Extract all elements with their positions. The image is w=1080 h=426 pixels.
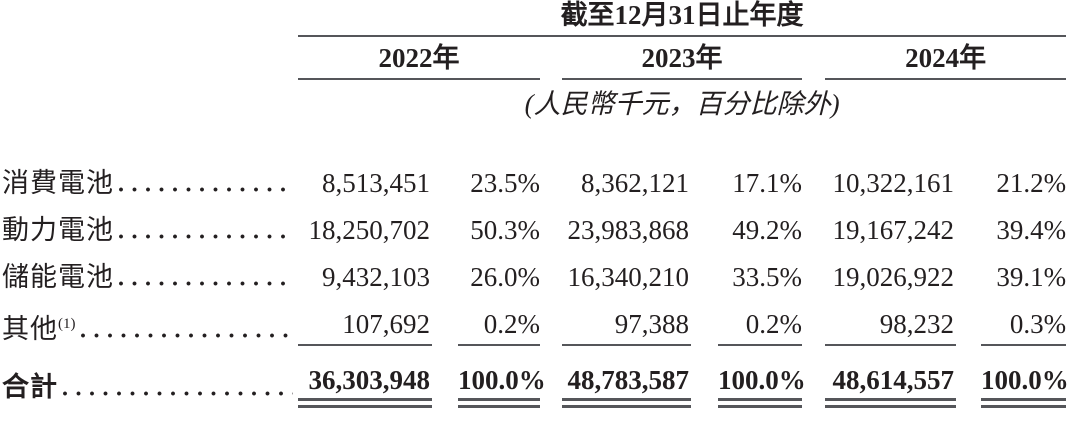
row-label-cell: 其他(1) <box>2 293 298 345</box>
cell-2023-amount: 23,983,868 <box>567 215 690 245</box>
spacer-cell <box>432 246 458 293</box>
spacer-cell <box>691 246 718 293</box>
cell-2022-amount: 18,250,702 <box>308 215 431 245</box>
cell-2023-amount: 97,388 <box>562 293 691 346</box>
cell-2024-percent: 100.0% <box>981 345 1069 408</box>
spacer-cell <box>956 345 981 403</box>
spacer-cell <box>956 246 981 293</box>
spacer-cell <box>540 120 562 199</box>
dot-leader <box>80 333 293 338</box>
row-label-cell: 消費電池 <box>2 120 298 199</box>
row-label-cell: 動力電池 <box>2 199 298 246</box>
cell-2022-amount: 8,513,451 <box>322 168 430 198</box>
cell-2022-percent: 23.5% <box>470 168 540 198</box>
cell-2022-percent: 26.0% <box>470 262 540 292</box>
spacer-cell <box>540 199 562 246</box>
spacer-cell <box>802 36 825 79</box>
spacer-cell <box>432 345 458 403</box>
cell-2024-amount: 19,167,242 <box>832 215 955 245</box>
spacer-cell <box>691 120 718 199</box>
spacer-cell <box>2 79 298 120</box>
year-header-row: 2022年 2023年 2024年 <box>2 36 1067 80</box>
period-header: 截至12月31日止年度 <box>298 0 1067 37</box>
spacer-cell <box>956 120 981 199</box>
cell-2022-amount: 107,692 <box>298 293 432 346</box>
spacer-cell <box>432 293 458 345</box>
year-header-2023: 2023年 <box>562 36 802 80</box>
spacer-cell <box>691 293 718 345</box>
cell-2024-percent: 21.2% <box>996 168 1067 198</box>
cell-2024-percent: 39.4% <box>996 215 1067 245</box>
table-row-power-batteries: 動力電池 18,250,702 50.3% 23,983,868 49.2% 1… <box>2 199 1066 246</box>
dot-leader <box>119 234 293 239</box>
cell-2023-percent: 100.0% <box>718 345 806 408</box>
table-row-total: 合計 36,303,948 100.0% 48,783,587 100.0% 4… <box>2 345 1069 408</box>
table-row-consumer-batteries: 消費電池 8,513,451 23.5% 8,362,121 17.1% 10,… <box>2 120 1066 199</box>
cell-2023-amount: 48,783,587 <box>562 345 691 408</box>
table-row-others: 其他(1) 107,692 0.2% 97,388 0.2% 98,232 0.… <box>2 293 1067 346</box>
cell-2024-percent: 0.3% <box>981 293 1067 346</box>
year-header-2022: 2022年 <box>298 36 540 80</box>
spacer-cell <box>691 199 718 246</box>
spacer-cell <box>432 199 458 246</box>
row-label: 儲能電池 <box>2 262 114 292</box>
spacer-cell <box>691 345 718 403</box>
cell-2022-percent: 100.0% <box>458 345 546 408</box>
cell-2022-amount: 9,432,103 <box>322 262 430 292</box>
spacer-cell <box>432 120 458 199</box>
spacer-cell <box>2 0 298 36</box>
cell-2023-amount: 8,362,121 <box>581 168 689 198</box>
spacer-cell <box>540 246 562 293</box>
spacer-cell <box>956 199 981 246</box>
dot-leader <box>63 391 293 396</box>
spacer-cell <box>802 199 825 246</box>
row-label-cell: 合計 <box>2 345 298 403</box>
cell-2024-percent: 39.1% <box>996 262 1067 292</box>
spacer-cell <box>802 120 825 199</box>
cell-2024-amount: 48,614,557 <box>825 345 956 408</box>
spacer-cell <box>802 293 825 345</box>
cell-2023-percent: 17.1% <box>732 168 802 198</box>
dot-leader <box>119 187 293 192</box>
row-label: 其他(1) <box>2 314 76 344</box>
cell-2024-amount: 98,232 <box>825 293 956 346</box>
cell-2024-amount: 10,322,161 <box>832 168 955 198</box>
table-row-energy-storage-batteries: 儲能電池 9,432,103 26.0% 16,340,210 33.5% 19… <box>2 246 1066 293</box>
unit-note: (人民幣千元，百分比除外) <box>524 89 840 119</box>
cell-2023-percent: 49.2% <box>732 215 802 245</box>
cell-2023-amount: 16,340,210 <box>567 262 690 292</box>
spacer-cell <box>540 293 562 345</box>
row-label: 消費電池 <box>2 168 114 198</box>
cell-2022-percent: 0.2% <box>458 293 540 346</box>
cell-2022-amount: 36,303,948 <box>298 345 432 408</box>
row-label-cell: 儲能電池 <box>2 246 298 293</box>
dot-leader <box>119 281 293 286</box>
cell-2022-percent: 50.3% <box>470 215 540 245</box>
spacer-cell <box>956 293 981 345</box>
cell-2024-amount: 19,026,922 <box>832 262 955 292</box>
row-label: 動力電池 <box>2 215 114 245</box>
cell-2023-percent: 0.2% <box>718 293 802 346</box>
spacer-cell <box>2 36 298 79</box>
year-header-2024: 2024年 <box>825 36 1067 80</box>
revenue-breakdown-table: 截至12月31日止年度 2022年 2023年 2024年 (人民幣千元，百分比… <box>2 0 1069 408</box>
cell-2023-percent: 33.5% <box>732 262 802 292</box>
spacer-cell <box>540 36 562 79</box>
row-label: 合計 <box>2 372 58 402</box>
footnote-marker: (1) <box>58 316 76 332</box>
spacer-cell <box>802 246 825 293</box>
period-header-row: 截至12月31日止年度 <box>2 0 1067 37</box>
unit-note-row: (人民幣千元，百分比除外) <box>2 79 1066 120</box>
